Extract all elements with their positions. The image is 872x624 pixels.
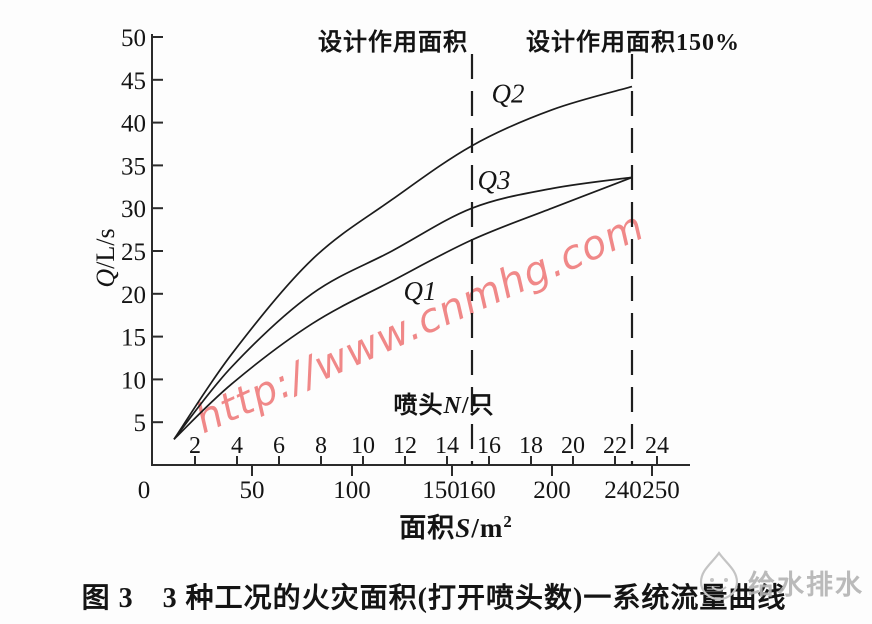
n-tick-label-8: 8	[315, 433, 327, 459]
n-axis-variable: N	[443, 393, 462, 419]
y-tick-label-30: 30	[121, 196, 146, 223]
y-axis-variable: Q	[91, 268, 120, 288]
journal-logo-text: 给水排水	[748, 570, 864, 600]
y-tick-label-10: 10	[121, 367, 146, 394]
y-tick-label-35: 35	[121, 153, 146, 180]
s-tick-label-160: 160	[458, 477, 496, 504]
n-tick-label-18: 18	[519, 433, 543, 459]
x-axis-prefix: 面积	[399, 513, 456, 543]
x-axis-title: 面积S/m2	[399, 506, 512, 545]
s-tick-label-0: 0	[138, 477, 151, 504]
y-tick-label-40: 40	[121, 111, 146, 138]
curve-label-Q1: Q1	[404, 276, 437, 306]
n-tick-label-6: 6	[273, 433, 285, 459]
y-tick-label-5: 5	[134, 410, 147, 437]
n-tick-label-14: 14	[435, 433, 459, 459]
y-axis-unit: /L/s	[91, 228, 120, 269]
y-tick-label-15: 15	[121, 325, 146, 352]
s-tick-label-50: 50	[240, 477, 265, 504]
n-axis-prefix: 喷头	[393, 393, 444, 419]
y-tick-label-25: 25	[121, 239, 146, 266]
n-tick-label-10: 10	[351, 433, 375, 459]
n-tick-label-12: 12	[393, 433, 417, 459]
y-axis-title: Q/L/s	[88, 222, 124, 294]
water-drop-mascot-icon	[699, 551, 739, 601]
y-tick-label-50: 50	[121, 25, 146, 52]
curve-label-Q2: Q2	[492, 78, 525, 108]
n-tick-label-24: 24	[645, 433, 669, 459]
journal-logo: 给水排水	[692, 550, 864, 602]
y-tick-label-45: 45	[121, 68, 146, 95]
s-tick-label-150: 150	[422, 477, 460, 504]
curve-Q1	[173, 176, 633, 440]
n-tick-label-2: 2	[189, 433, 201, 459]
s-tick-label-250: 250	[642, 477, 680, 504]
n-tick-label-20: 20	[561, 433, 585, 459]
curve-Q2	[173, 85, 633, 440]
design-area-annotation: 设计作用面积	[318, 30, 468, 56]
figure-caption: 图 3 3 种工况的火灾面积(打开喷头数)一系统流量曲线	[81, 583, 787, 614]
s-tick-label-240: 240	[604, 477, 642, 504]
x-axis-variable: S	[455, 513, 472, 543]
n-axis-title: 喷头N/只	[393, 385, 494, 420]
y-tick-label-20: 20	[121, 282, 146, 309]
s-tick-label-200: 200	[533, 477, 571, 504]
design-area-150-annotation: 设计作用面积150%	[526, 30, 740, 56]
n-tick-label-4: 4	[231, 433, 243, 459]
x-axis-unit-exponent: 2	[503, 512, 513, 531]
n-axis-unit: /只	[461, 393, 495, 419]
n-tick-label-22: 22	[603, 433, 627, 459]
n-tick-label-16: 16	[477, 433, 501, 459]
curve-label-Q3: Q3	[478, 165, 511, 195]
curve-Q3	[173, 176, 633, 440]
s-tick-label-100: 100	[333, 477, 371, 504]
x-axis-unit: /m	[471, 513, 504, 543]
